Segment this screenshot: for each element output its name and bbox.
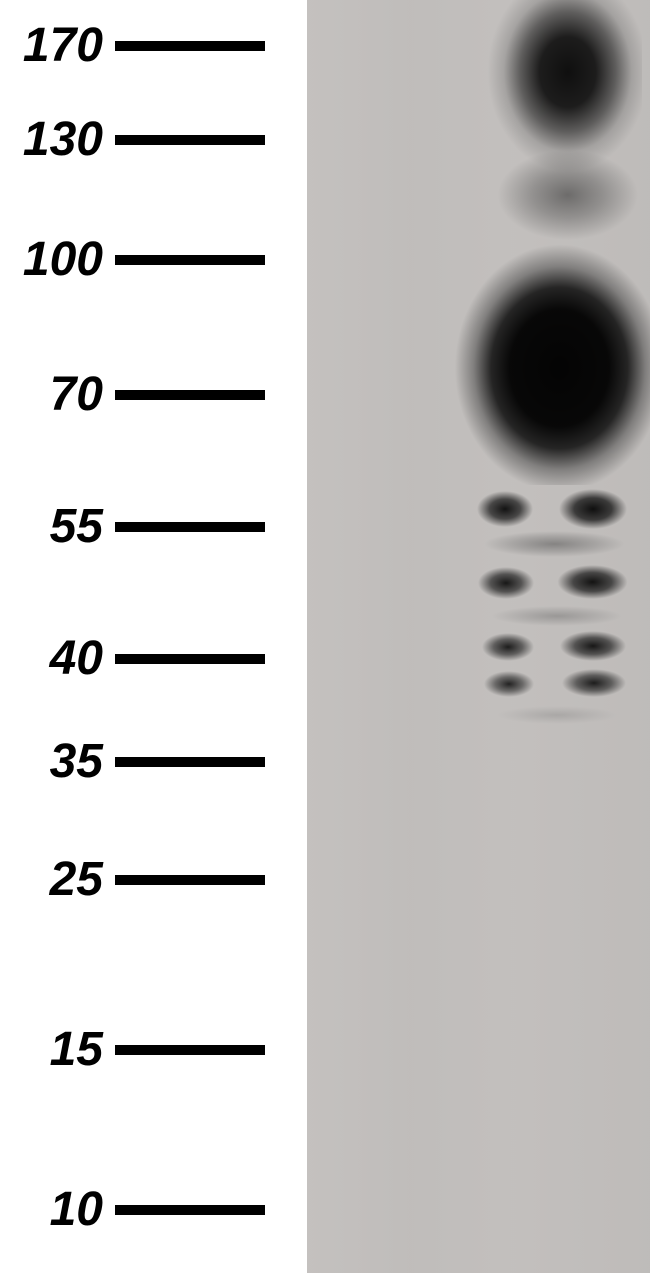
ladder-marker: 10 bbox=[0, 1182, 290, 1237]
blot-band bbox=[477, 530, 632, 558]
blot-band bbox=[475, 490, 535, 528]
ladder-label: 10 bbox=[0, 1182, 115, 1237]
blot-band bbox=[445, 225, 650, 485]
blot-band bbox=[487, 705, 627, 725]
ladder-marker: 100 bbox=[0, 232, 290, 287]
blot-band bbox=[559, 668, 629, 698]
ladder-tick bbox=[115, 390, 265, 400]
ladder-tick bbox=[115, 654, 265, 664]
ladder-label: 100 bbox=[0, 232, 115, 287]
ladder-marker: 170 bbox=[0, 18, 290, 73]
ladder-tick bbox=[115, 41, 265, 51]
blot-band bbox=[482, 605, 632, 627]
ladder-label: 15 bbox=[0, 1022, 115, 1077]
molecular-weight-ladder: 170 130 100 70 55 40 35 25 15 10 bbox=[0, 0, 290, 1273]
blot-band bbox=[555, 563, 630, 601]
ladder-marker: 40 bbox=[0, 631, 290, 686]
ladder-tick bbox=[115, 255, 265, 265]
ladder-label: 170 bbox=[0, 18, 115, 73]
ladder-tick bbox=[115, 1045, 265, 1055]
ladder-marker: 70 bbox=[0, 367, 290, 422]
ladder-marker: 130 bbox=[0, 112, 290, 167]
ladder-tick bbox=[115, 757, 265, 767]
ladder-tick bbox=[115, 1205, 265, 1215]
ladder-marker: 25 bbox=[0, 852, 290, 907]
blot-band bbox=[475, 565, 537, 601]
ladder-label: 55 bbox=[0, 499, 115, 554]
ladder-label: 40 bbox=[0, 631, 115, 686]
ladder-marker: 55 bbox=[0, 499, 290, 554]
ladder-tick bbox=[115, 522, 265, 532]
ladder-marker: 35 bbox=[0, 734, 290, 789]
blot-band bbox=[479, 632, 537, 662]
ladder-tick bbox=[115, 135, 265, 145]
blot-band bbox=[557, 630, 629, 662]
blot-band bbox=[557, 488, 629, 530]
ladder-tick bbox=[115, 875, 265, 885]
ladder-label: 130 bbox=[0, 112, 115, 167]
blot-band bbox=[481, 670, 537, 698]
blot-membrane bbox=[307, 0, 650, 1273]
ladder-marker: 15 bbox=[0, 1022, 290, 1077]
ladder-label: 35 bbox=[0, 734, 115, 789]
ladder-label: 25 bbox=[0, 852, 115, 907]
ladder-label: 70 bbox=[0, 367, 115, 422]
